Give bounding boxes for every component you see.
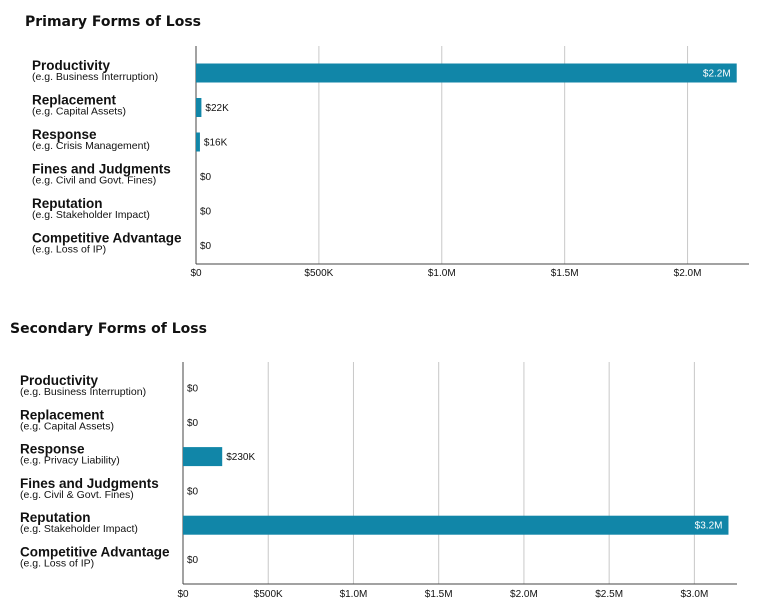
bar bbox=[196, 63, 737, 83]
secondary-chart-title: Secondary Forms of Loss bbox=[10, 321, 207, 337]
data-label: $0 bbox=[200, 172, 212, 183]
x-tick-label: $500K bbox=[304, 268, 333, 279]
secondary-loss-panel: Secondary Forms of Loss $0 $500K $1.0M $1.5… bbox=[0, 310, 775, 609]
bar bbox=[196, 98, 202, 117]
category-example-label: (e.g. Loss of IP) bbox=[20, 558, 94, 570]
data-label: $16K bbox=[204, 138, 228, 149]
data-label: $2.2M bbox=[703, 69, 731, 80]
category-example-label: (e.g. Capital Assets) bbox=[20, 420, 114, 432]
category-example-label: (e.g. Business Interruption) bbox=[20, 386, 146, 398]
x-tick-label: $2.0M bbox=[674, 268, 702, 279]
x-tick-label: $500K bbox=[254, 589, 283, 600]
x-tick-label: $1.5M bbox=[551, 268, 579, 279]
data-label: $3.2M bbox=[695, 521, 723, 532]
category-label: Replacement bbox=[20, 407, 105, 422]
data-label: $0 bbox=[187, 384, 199, 395]
category-label: Competitive Advantage bbox=[20, 545, 170, 560]
category-label: Reputation bbox=[20, 510, 91, 525]
x-tick-label: $0 bbox=[177, 589, 189, 600]
data-label: $0 bbox=[200, 241, 212, 252]
x-tick-label: $2.5M bbox=[595, 589, 623, 600]
category-example-label: (e.g. Stakeholder Impact) bbox=[32, 209, 150, 221]
primary-loss-panel: Primary Forms of Loss $0 $500K $1.0M $1.5M $… bbox=[0, 0, 775, 300]
category-label: Competitive Advantage bbox=[32, 231, 182, 246]
category-example-label: (e.g. Crisis Management) bbox=[32, 140, 150, 152]
category-example-label: (e.g. Loss of IP) bbox=[32, 244, 106, 256]
primary-chart-title: Primary Forms of Loss bbox=[25, 14, 202, 30]
secondary-loss-chart: $0 $500K $1.0M $1.5M $2.0M $2.5M $3.0M Producti… bbox=[20, 362, 737, 600]
category-label: Fines and Judgments bbox=[32, 162, 171, 177]
data-label: $0 bbox=[187, 555, 199, 566]
x-tick-label: $2.0M bbox=[510, 589, 538, 600]
category-label: Replacement bbox=[32, 93, 117, 108]
category-example-label: (e.g. Privacy Liability) bbox=[20, 455, 120, 467]
category-example-label: (e.g. Business Interruption) bbox=[32, 71, 158, 83]
bar bbox=[196, 132, 200, 152]
category-label: Response bbox=[20, 442, 85, 457]
x-tick-label: $3.0M bbox=[680, 589, 708, 600]
data-label: $0 bbox=[187, 486, 199, 497]
data-label: $230K bbox=[226, 452, 255, 463]
x-tick-label: $1.5M bbox=[425, 589, 453, 600]
category-example-label: (e.g. Capital Assets) bbox=[32, 106, 126, 118]
category-example-label: (e.g. Civil and Govt. Fines) bbox=[32, 175, 156, 187]
bar bbox=[183, 515, 729, 535]
category-label: Fines and Judgments bbox=[20, 476, 159, 491]
data-label: $0 bbox=[200, 207, 212, 218]
primary-loss-chart: $0 $500K $1.0M $1.5M $2.0MProductivity(e.g. … bbox=[32, 46, 749, 279]
bar bbox=[183, 447, 223, 467]
category-label: Productivity bbox=[32, 58, 111, 73]
x-tick-label: $1.0M bbox=[428, 268, 456, 279]
category-example-label: (e.g. Stakeholder Impact) bbox=[20, 523, 138, 535]
data-label: $0 bbox=[187, 418, 199, 429]
x-tick-label: $0 bbox=[190, 268, 202, 279]
category-label: Productivity bbox=[20, 373, 99, 388]
category-example-label: (e.g. Civil & Govt. Fines) bbox=[20, 489, 134, 501]
data-label: $22K bbox=[205, 103, 229, 114]
category-label: Reputation bbox=[32, 196, 103, 211]
x-tick-label: $1.0M bbox=[340, 589, 368, 600]
category-label: Response bbox=[32, 127, 97, 142]
